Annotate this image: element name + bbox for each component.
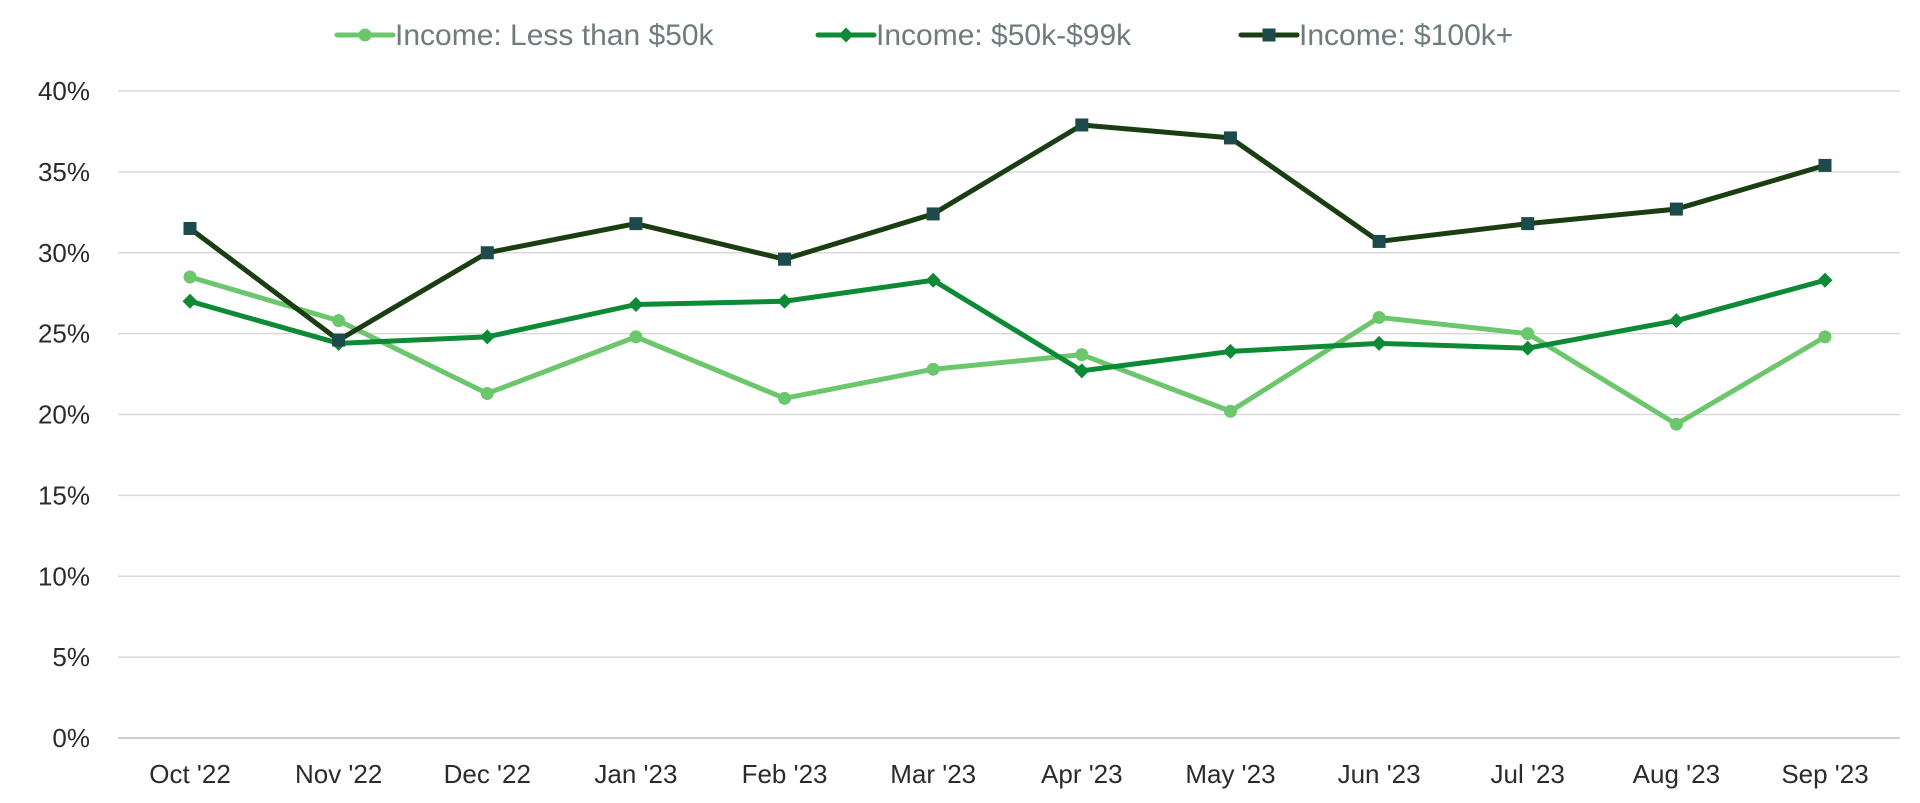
legend-label: Income: $50k-$99k xyxy=(876,19,1132,52)
data-point xyxy=(1223,404,1237,418)
data-point xyxy=(1520,340,1536,356)
legend-marker xyxy=(1262,28,1276,42)
y-tick-label: 10% xyxy=(38,561,90,591)
data-point xyxy=(1074,363,1090,379)
data-point xyxy=(1669,202,1683,216)
data-point xyxy=(332,333,346,347)
data-point xyxy=(1372,234,1386,248)
y-tick-label: 40% xyxy=(38,76,90,106)
series-line xyxy=(187,122,1828,343)
data-point xyxy=(1818,330,1832,344)
data-point xyxy=(778,252,792,266)
legend-label: Income: Less than $50k xyxy=(395,19,715,52)
y-tick-label: 25% xyxy=(38,319,90,349)
series-line xyxy=(187,277,1828,374)
grid-lines xyxy=(118,90,1900,739)
x-tick-label: Aug '23 xyxy=(1633,759,1720,789)
data-point xyxy=(629,217,643,231)
x-tick-label: Nov '22 xyxy=(295,759,382,789)
y-tick-label: 15% xyxy=(38,480,90,510)
data-point xyxy=(777,293,793,309)
data-point xyxy=(628,297,644,313)
data-point xyxy=(1521,327,1535,341)
data-point xyxy=(183,221,197,235)
legend-item: Income: Less than $50k xyxy=(334,19,715,52)
y-axis-tick-labels: 0% 5% 10% 15% 20% 25% 30% 35% 40% xyxy=(38,76,90,753)
x-tick-label: Mar '23 xyxy=(890,759,976,789)
x-tick-label: Sep '23 xyxy=(1781,759,1868,789)
data-point xyxy=(1669,417,1683,431)
data-point xyxy=(1668,313,1684,329)
data-point xyxy=(1817,272,1833,288)
legend-item: Income: $50k-$99k xyxy=(815,19,1132,52)
data-point xyxy=(926,362,940,376)
data-point xyxy=(926,207,940,221)
data-point xyxy=(629,330,643,344)
data-point xyxy=(1075,118,1089,132)
x-tick-label: Jan '23 xyxy=(594,759,677,789)
x-tick-label: Jun '23 xyxy=(1338,759,1421,789)
data-point xyxy=(1818,158,1832,172)
y-tick-label: 35% xyxy=(38,157,90,187)
data-point xyxy=(182,293,198,309)
x-tick-label: Jul '23 xyxy=(1491,759,1565,789)
data-point xyxy=(1075,348,1089,362)
data-point xyxy=(480,386,494,400)
data-point xyxy=(332,314,346,328)
legend-marker xyxy=(358,28,372,42)
x-tick-label: Oct '22 xyxy=(149,759,231,789)
data-point xyxy=(1521,217,1535,231)
data-point xyxy=(183,270,197,284)
data-point xyxy=(1223,131,1237,145)
y-tick-label: 30% xyxy=(38,238,90,268)
x-tick-label: May '23 xyxy=(1185,759,1275,789)
series-1 xyxy=(183,270,1832,431)
x-tick-label: Feb '23 xyxy=(742,759,828,789)
legend-marker xyxy=(838,27,854,43)
y-tick-label: 5% xyxy=(52,642,90,672)
series-line xyxy=(187,274,1828,427)
y-tick-label: 20% xyxy=(38,400,90,430)
data-point xyxy=(925,272,941,288)
y-tick-label: 0% xyxy=(52,723,90,753)
legend-item: Income: $100k+ xyxy=(1238,19,1513,52)
data-point xyxy=(778,391,792,405)
series-lines xyxy=(182,118,1833,431)
legend: Income: Less than $50k Income: $50k-$99k I… xyxy=(334,19,1513,52)
series-3 xyxy=(183,118,1832,347)
x-tick-label: Dec '22 xyxy=(444,759,531,789)
data-point xyxy=(1372,310,1386,324)
data-point xyxy=(1222,343,1238,359)
data-point xyxy=(1371,335,1387,351)
x-tick-label: Apr '23 xyxy=(1041,759,1123,789)
data-point xyxy=(480,246,494,260)
x-axis-tick-labels: Oct '22 Nov '22 Dec '22 Jan '23 Feb '23 Mar '… xyxy=(149,759,1868,789)
legend-label: Income: $100k+ xyxy=(1299,19,1513,52)
data-point xyxy=(479,329,495,345)
